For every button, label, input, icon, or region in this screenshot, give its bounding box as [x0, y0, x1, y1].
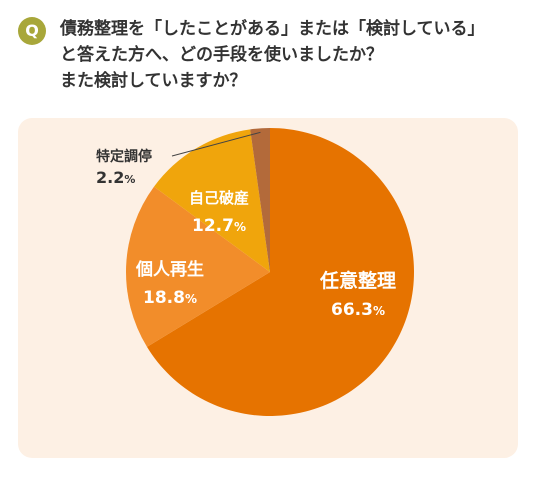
pie-slice-tokutei-chotei: [250, 128, 270, 272]
slice-value-nin-i-seiri: 66.3%: [331, 300, 385, 320]
pie-slice-kojin-saisei: [126, 186, 271, 347]
slice-unit-kojin-saisei: %: [185, 292, 197, 306]
slice-value-kojin-saisei: 18.8%: [143, 288, 197, 308]
slice-value-tokutei-chotei: 2.2%: [96, 168, 135, 187]
callout-line-tokutei-chotei: [171, 131, 261, 157]
slice-unit-tokutei-chotei: %: [124, 173, 135, 186]
slice-label-tokutei-chotei: 特定調停: [96, 148, 152, 165]
slice-label-kojin-saisei: 個人再生: [135, 259, 204, 280]
question-text: 債務整理を「したことがある」または「検討している」 と答えた方へ、どの手段を使い…: [60, 19, 485, 91]
slice-label-nin-i-seiri: 任意整理: [319, 269, 396, 292]
pie-slice-nin-i-seiri: [146, 128, 415, 416]
pie-slice-jiko-hasan: [154, 129, 270, 272]
question-badge: Q: [18, 17, 46, 45]
slice-label-jiko-hasan: 自己破産: [189, 189, 249, 207]
slice-unit-nin-i-seiri: %: [373, 304, 385, 318]
slice-unit-jiko-hasan: %: [234, 220, 246, 234]
slice-value-jiko-hasan: 12.7%: [192, 216, 246, 236]
pie-chart: 任意整理 66.3% 個人再生 18.8% 自己破産 12.7% 特定調停 2.2%: [96, 128, 415, 416]
